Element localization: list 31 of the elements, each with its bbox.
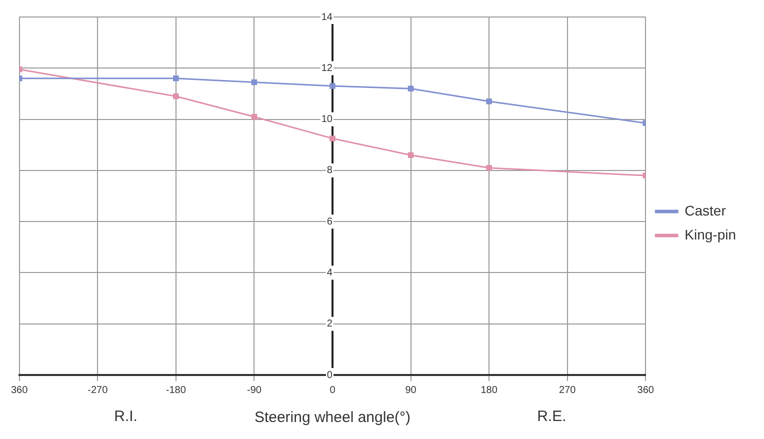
x-tick-label: -90 — [246, 384, 262, 396]
point — [408, 86, 414, 92]
y-tick-label: 10 — [321, 114, 333, 126]
x-tick-label: 360 — [637, 384, 654, 396]
x-tick-label: -270 — [88, 384, 108, 396]
point — [330, 83, 336, 89]
point — [251, 114, 258, 120]
point — [408, 152, 414, 158]
x-tick-label: -180 — [166, 384, 186, 396]
x-tick-label: 270 — [559, 384, 576, 396]
point — [251, 79, 258, 86]
y-tick-label: 4 — [326, 267, 333, 278]
y-tick-label: 6 — [326, 216, 333, 228]
point — [486, 98, 492, 104]
point — [486, 165, 492, 171]
y-tick-label: 2 — [326, 318, 333, 330]
x-tick-label: 180 — [480, 384, 498, 396]
y-tick-label: 12 — [321, 62, 333, 74]
x-axis-title: Steering wheel angle(°) — [254, 409, 411, 426]
point — [173, 76, 179, 82]
text: R.I. — [114, 408, 138, 426]
legend-label: Caster — [684, 202, 726, 218]
y-tick-label: 0 — [326, 370, 333, 381]
x-tick-label: 360 — [11, 384, 28, 396]
legend-label: King-pin — [684, 226, 736, 242]
point — [330, 136, 336, 142]
y-tick-label: 8 — [326, 165, 333, 176]
y-tick-label: 14 — [321, 12, 333, 23]
text: R.E. — [537, 408, 566, 426]
point — [173, 93, 179, 100]
x-tick-label: 90 — [405, 384, 417, 396]
